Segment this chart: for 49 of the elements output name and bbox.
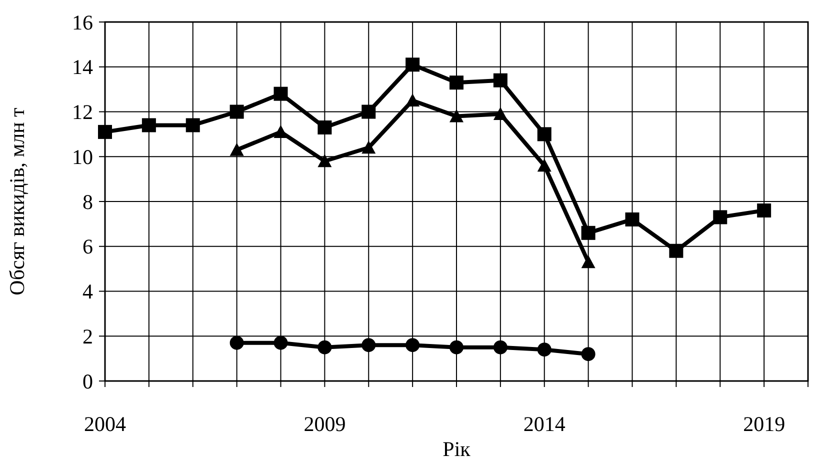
point [274,86,288,101]
point [406,58,420,72]
y-tick-label: 16 [72,10,93,34]
point [186,118,200,132]
point [537,342,552,357]
point [406,94,420,107]
point [581,255,596,268]
y-axis-title: Обсяг викидів, млн т [5,108,29,296]
point [230,142,244,156]
point [362,104,376,119]
point [318,154,332,168]
y-tick-label: 0 [82,369,93,394]
x-tick-label: 2004 [84,412,126,436]
point [493,73,508,88]
point [450,109,464,122]
point [625,212,640,226]
point [450,340,464,354]
y-tick-label: 6 [82,234,93,259]
y-tick-label: 14 [72,55,94,80]
y-tick-label: 4 [82,280,94,304]
point [450,76,464,90]
point [274,124,288,138]
y-tick-label: 10 [72,144,93,169]
point [406,338,420,352]
point [581,347,596,362]
y-tick-label: 12 [72,100,93,124]
point [493,106,508,120]
point [669,244,684,258]
point [318,340,332,354]
y-tick-label: 8 [82,190,93,214]
point [493,340,508,354]
x-tick-label: 2009 [304,412,346,436]
x-tick-label: 2014 [523,412,566,436]
point [537,158,552,172]
point [757,203,772,218]
point [713,210,728,224]
x-tick-label: 2019 [743,412,786,436]
point [142,118,156,132]
point [362,140,376,154]
y-tick-label: 2 [82,324,93,348]
point [581,226,596,240]
point [274,336,288,350]
point [98,124,112,139]
x-axis-title: Рік [442,437,472,461]
point [362,338,376,352]
point [230,104,244,119]
point [230,336,244,350]
point [318,120,332,134]
point [537,127,552,142]
